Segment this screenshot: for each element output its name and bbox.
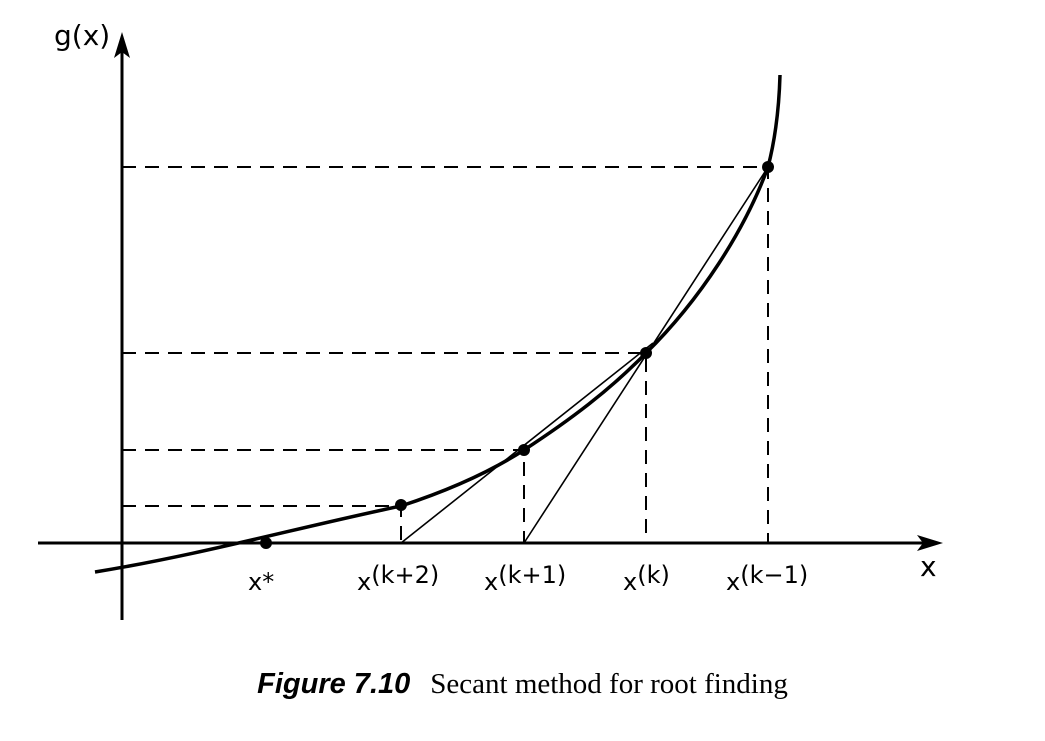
label-root: x* xyxy=(248,568,274,596)
y-axis-arrowhead xyxy=(114,32,130,58)
label-k1-sup: (k+1) xyxy=(498,561,566,589)
point-km1 xyxy=(762,161,774,173)
label-km1-sup: (k−1) xyxy=(740,561,808,589)
figure-caption: Figure 7.10 Secant method for root findin… xyxy=(0,668,1045,701)
label-k2-sup: (k+2) xyxy=(371,561,439,589)
dashed-guides xyxy=(122,166,769,543)
x-axis-arrowhead xyxy=(917,535,943,551)
secant-k-k1-to-k2 xyxy=(400,342,654,544)
label-k-base: x xyxy=(623,568,637,596)
label-k2: x(k+2) xyxy=(357,561,439,596)
label-k1-base: x xyxy=(484,568,498,596)
label-km1: x(k−1) xyxy=(726,561,808,596)
point-k2 xyxy=(395,499,407,511)
x-axis-label: x xyxy=(920,550,937,583)
point-k1 xyxy=(518,444,530,456)
figure-number: Figure 7.10 xyxy=(257,668,411,700)
label-k: x(k) xyxy=(623,561,670,596)
label-k1: x(k+1) xyxy=(484,561,566,596)
caption-text: Secant method for root finding xyxy=(430,668,788,700)
guide-x-km1 xyxy=(122,166,769,543)
y-axis-label: g(x) xyxy=(54,19,110,52)
point-k xyxy=(640,347,652,359)
label-km1-base: x xyxy=(726,568,740,596)
guide-x-k1 xyxy=(122,449,525,543)
point-root xyxy=(260,537,272,549)
label-k2-base: x xyxy=(357,568,371,596)
function-curve xyxy=(94,74,782,574)
label-k-sup: (k) xyxy=(637,561,670,589)
guide-x-k xyxy=(122,352,647,543)
